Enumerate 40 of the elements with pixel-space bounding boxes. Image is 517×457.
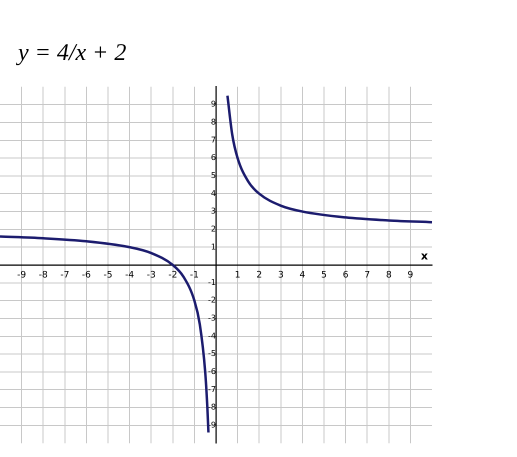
x-axis-title: x bbox=[420, 249, 428, 262]
chart-title: y = 4/x + 2 bbox=[18, 40, 128, 68]
y-tick-label: -1 bbox=[208, 278, 216, 287]
y-tick-label: -5 bbox=[208, 349, 216, 358]
line-series bbox=[226, 94, 434, 224]
x-tick-label: -5 bbox=[104, 270, 112, 281]
y-tick-label: 7 bbox=[210, 135, 216, 144]
y-tick-label: -4 bbox=[208, 331, 216, 340]
x-tick-label: -3 bbox=[146, 270, 156, 281]
line-series bbox=[0, 235, 210, 434]
y-tick-label: -2 bbox=[208, 296, 216, 305]
x-tick-label: -4 bbox=[125, 270, 134, 281]
y-tick-label: -8 bbox=[208, 402, 216, 412]
x-tick-label: 1 bbox=[234, 270, 240, 281]
y-tick-label: -7 bbox=[208, 384, 216, 394]
y-tick-label: 4 bbox=[210, 188, 216, 198]
y-tick-label: 2 bbox=[210, 224, 216, 234]
x-tick-label: 8 bbox=[386, 270, 392, 281]
y-tick-label: 3 bbox=[210, 206, 216, 216]
x-tick-label: 9 bbox=[408, 270, 414, 281]
y-tick-label: 1 bbox=[210, 242, 216, 252]
y-tick-label: -3 bbox=[208, 314, 216, 323]
y-tick-label: 9 bbox=[210, 100, 216, 109]
x-tick-label: 4 bbox=[300, 270, 306, 281]
x-tick-label: -9 bbox=[17, 270, 26, 281]
x-tick-label: 6 bbox=[342, 270, 349, 281]
x-tick-label: -7 bbox=[60, 270, 70, 281]
y-tick-label: -9 bbox=[208, 420, 216, 430]
y-tick-label: 8 bbox=[210, 118, 216, 127]
x-tick-label: 7 bbox=[364, 270, 370, 281]
y-tick-label: -6 bbox=[208, 367, 216, 376]
x-tick-label: -1 bbox=[190, 270, 199, 281]
y-tick-label: 6 bbox=[210, 153, 216, 162]
y-tick-label: 5 bbox=[210, 170, 216, 180]
x-tick-label: 2 bbox=[256, 270, 262, 281]
x-tick-label: -2 bbox=[168, 270, 178, 281]
x-tick-label: 3 bbox=[278, 270, 284, 281]
x-tick-label: -6 bbox=[82, 270, 92, 281]
x-tick-label: 5 bbox=[321, 270, 327, 281]
x-tick-label: -8 bbox=[38, 270, 48, 281]
